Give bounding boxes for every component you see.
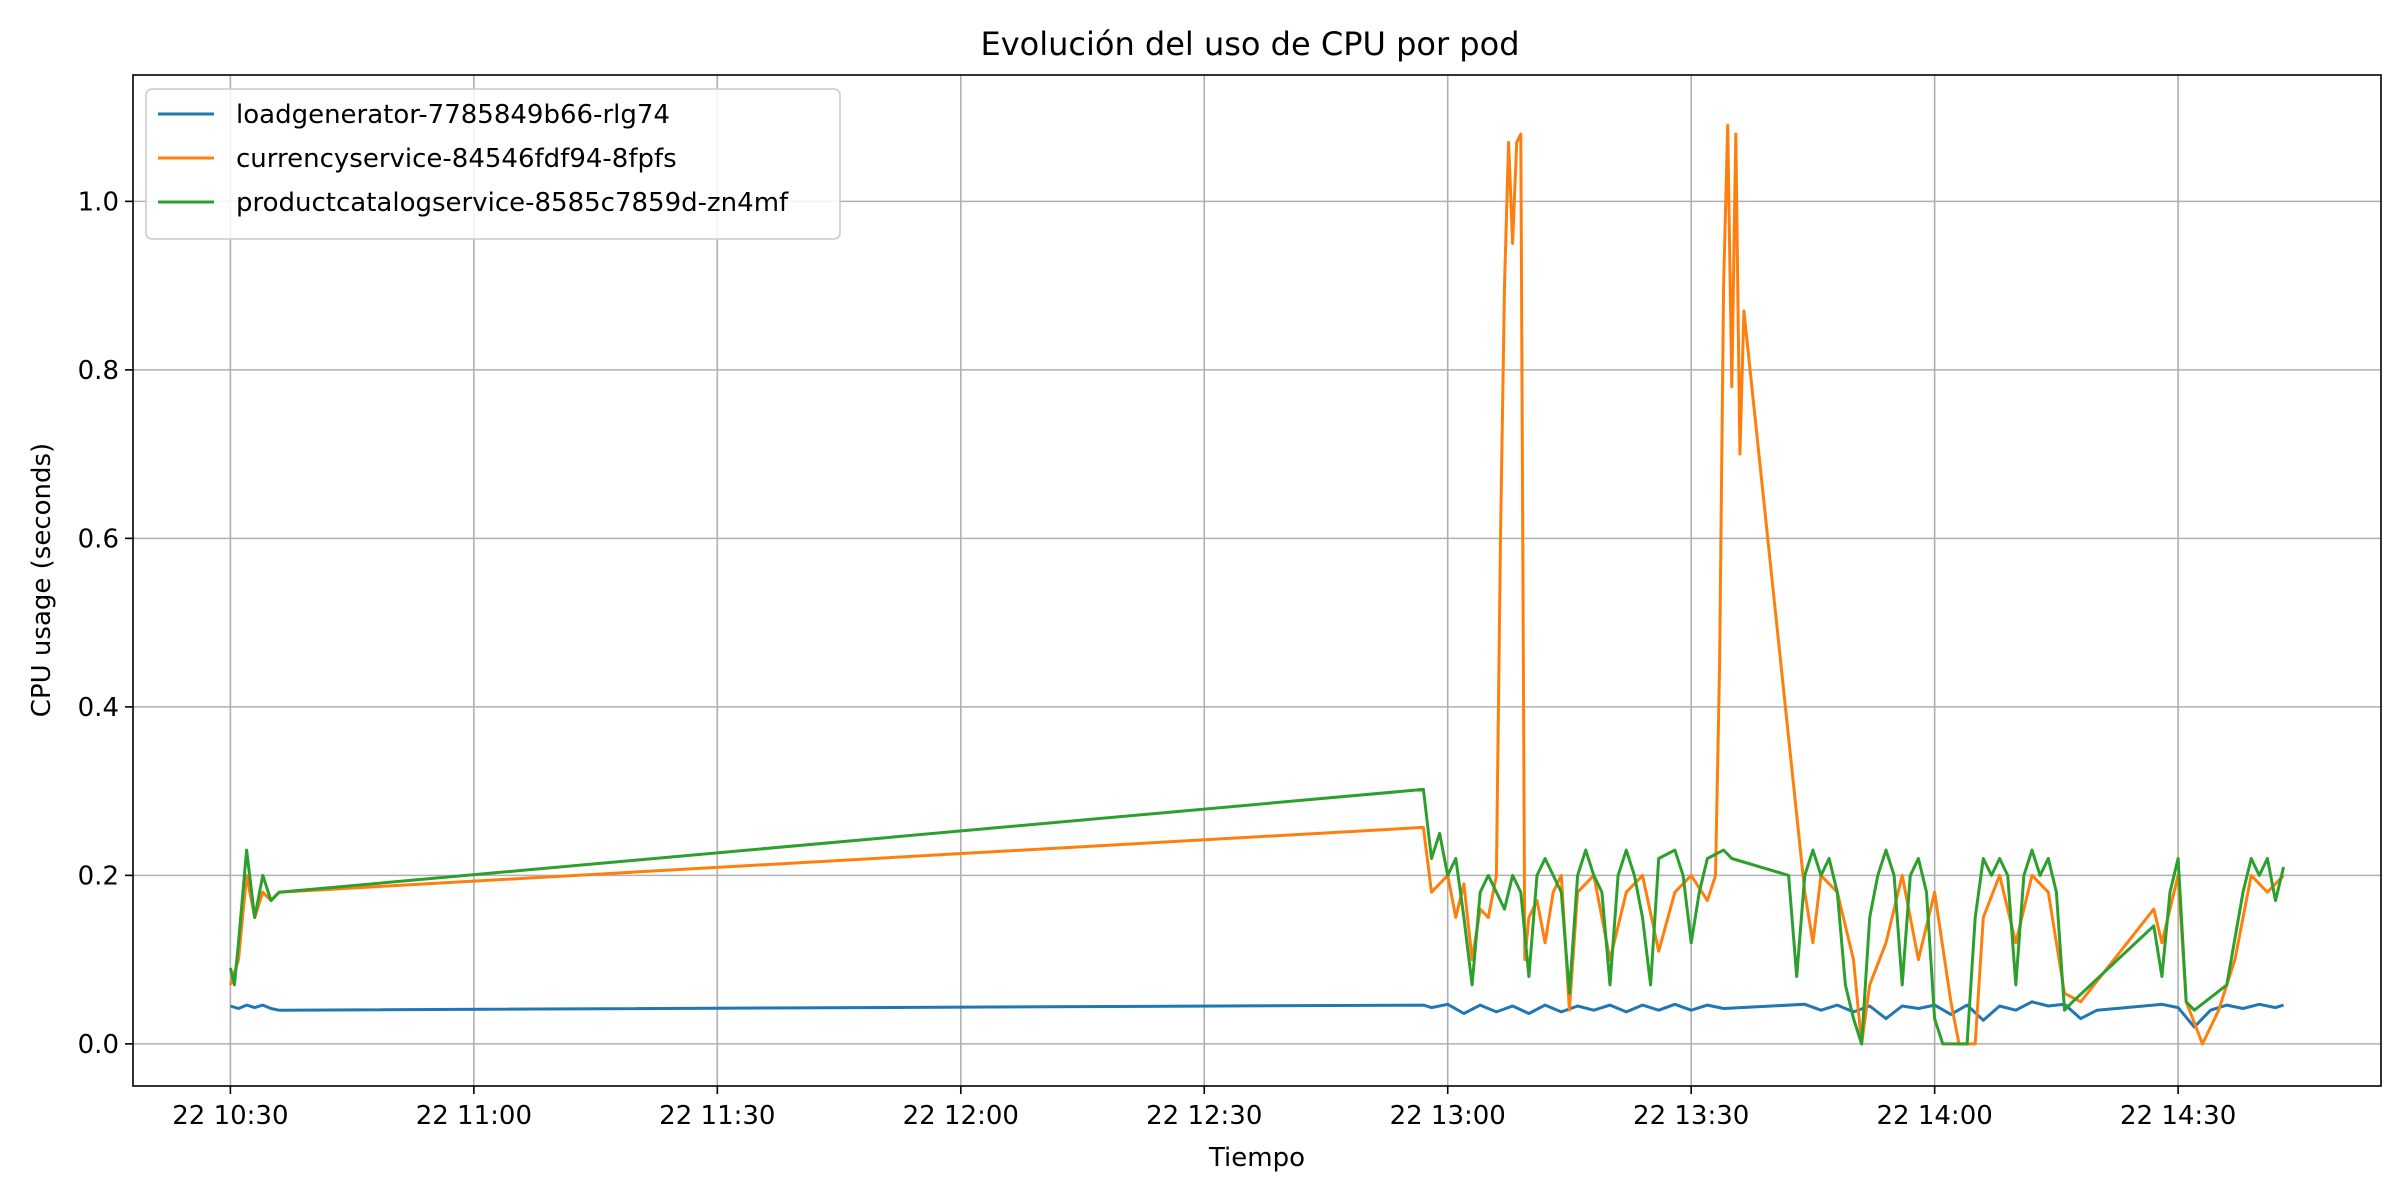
x-tick-label: 22 14:30 <box>2120 1101 2236 1131</box>
y-tick-label: 1.0 <box>78 187 119 217</box>
x-tick-label: 22 12:00 <box>903 1101 1019 1131</box>
x-tick-label: 22 13:30 <box>1633 1101 1749 1131</box>
y-tick-label: 0.0 <box>78 1030 119 1060</box>
axis-ticks: 22 10:30 22 11:00 22 11:30 22 12:00 22 12:30… <box>78 187 2237 1131</box>
y-tick-label: 0.4 <box>78 693 119 723</box>
y-axis-label: CPU usage (seconds) <box>27 443 57 717</box>
legend-label: loadgenerator-7785849b66-rlg74 <box>236 100 670 130</box>
y-tick-label: 0.8 <box>78 356 119 386</box>
y-tick-label: 0.6 <box>78 524 119 554</box>
x-tick-label: 22 10:30 <box>172 1101 288 1131</box>
legend-box <box>145 88 841 240</box>
x-tick-label: 22 13:00 <box>1390 1101 1506 1131</box>
x-tick-label: 22 12:30 <box>1146 1101 1262 1131</box>
series-line-1 <box>229 1000 2285 1029</box>
chart-title: Evolución del uso de CPU por pod <box>980 25 1519 63</box>
legend-label: productcatalogservice-8585c7859d-zn4mf <box>236 188 789 218</box>
series-line-3 <box>228 787 2286 1046</box>
x-tick-label: 22 11:30 <box>659 1101 775 1131</box>
x-tick-label: 22 11:00 <box>416 1101 532 1131</box>
y-tick-label: 0.2 <box>78 861 119 891</box>
legend: loadgenerator-7785849b66-rlg74 currencyse… <box>145 88 841 240</box>
series-lines <box>228 124 2286 1046</box>
plot-area-frame <box>132 74 2382 1087</box>
legend-label: currencyservice-84546fdf94-8fpfs <box>236 144 677 174</box>
x-tick-label: 22 14:00 <box>1877 1101 1993 1131</box>
x-axis-label: Tiempo <box>1208 1143 1305 1173</box>
